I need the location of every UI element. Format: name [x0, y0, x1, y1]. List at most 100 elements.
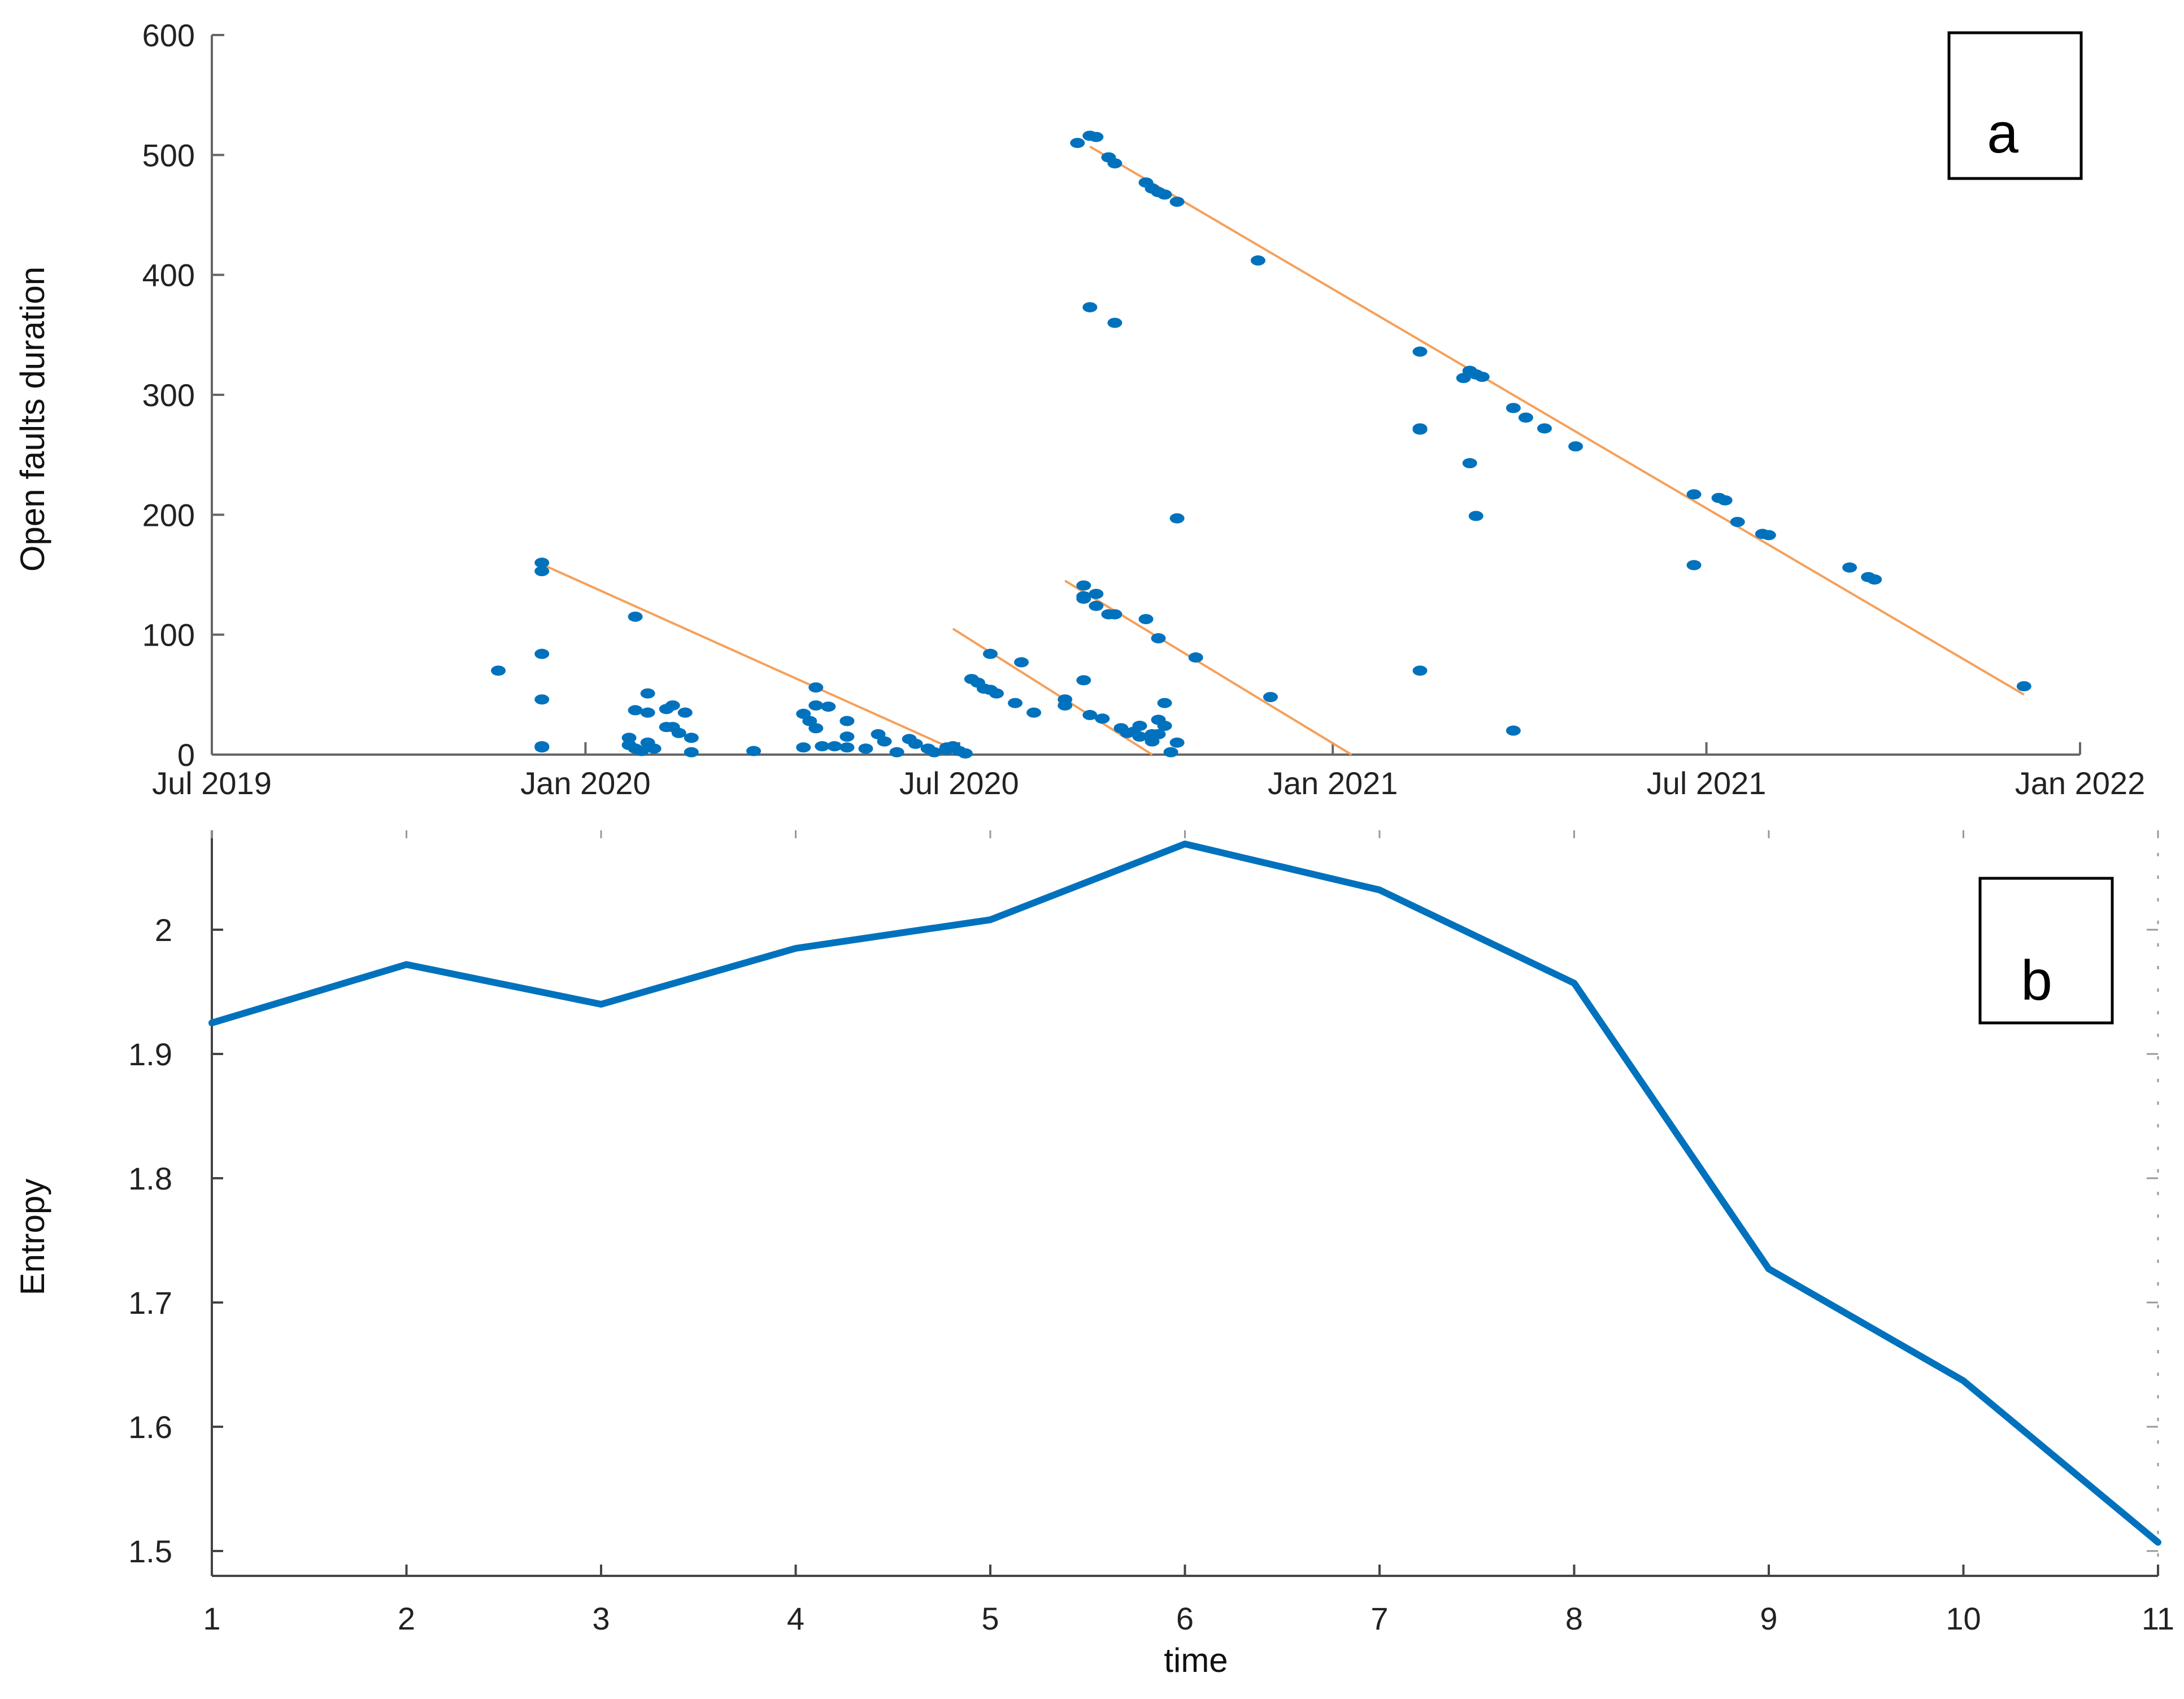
panel-a-point	[1082, 302, 1098, 312]
panel-a-y-axis-label: Open faults duration	[14, 267, 51, 572]
panel-a-point	[677, 707, 693, 718]
panel-a-point	[1686, 489, 1702, 500]
panel-b-ticks: 1.5 1.6 1.7 1.8 1.9 2 1 2 3 4 5 6 7 8 9 10 11	[128, 830, 2174, 1636]
panel-a-point	[684, 747, 699, 757]
panel-a-point	[671, 727, 686, 738]
panel-b-y-tick-label: 1.9	[128, 1036, 172, 1072]
panel-a-point	[640, 688, 655, 699]
panel-a-point	[621, 733, 637, 743]
panel-a-point	[1132, 731, 1147, 742]
panel-a-point	[1151, 633, 1166, 644]
panel-a-point	[1082, 709, 1098, 720]
panel-b-y-axis-label: Entropy	[14, 1179, 51, 1296]
panel-a-y-tick-label: 0	[177, 737, 195, 773]
panel-a-point	[1157, 721, 1172, 731]
panel-a-label: a	[1987, 102, 2018, 165]
panel-a-point	[634, 746, 649, 756]
panel-a-points	[491, 130, 2031, 759]
panel-a-point	[982, 648, 998, 659]
panel-b-line: 1.5 1.6 1.7 1.8 1.9 2 1 2 3 4 5 6 7 8 9 10 11 time Entro…	[14, 830, 2174, 1679]
panel-b-x-tick-label: 1	[203, 1601, 220, 1636]
panel-a-point	[1089, 589, 1104, 599]
panel-a-point	[534, 557, 550, 568]
panel-b-x-tick-label: 2	[398, 1601, 415, 1636]
panel-a-y-tick-label: 300	[142, 377, 195, 413]
panel-a-fit-line	[1089, 145, 2025, 696]
panel-b-x-tick-label: 9	[1760, 1601, 1777, 1636]
panel-a-point	[640, 707, 655, 718]
panel-b-y-tick-label: 2	[155, 912, 172, 948]
panel-a-point	[1717, 495, 1733, 506]
panel-a-point	[796, 742, 811, 753]
panel-a-point	[1506, 403, 1521, 413]
panel-b-x-tick-label: 11	[2142, 1601, 2174, 1636]
panel-a-point	[1014, 657, 1029, 668]
panel-b-label-box	[1978, 877, 2114, 1025]
panel-a-point	[808, 682, 824, 693]
panel-a-point	[1157, 698, 1172, 708]
panel-a-point	[746, 746, 762, 756]
panel-a-ticks: 0 100 200 300 400 500 600 Jul 2019 Jan 2020 Jul 2…	[142, 18, 2146, 801]
panel-b-y-tick-label: 1.7	[128, 1285, 172, 1321]
panel-a-point	[958, 748, 973, 759]
panel-a-point	[858, 743, 873, 754]
panel-a-point	[877, 736, 892, 747]
panel-a-scatter: 0 100 200 300 400 500 600 Jul 2019 Jan 2020 Jul 2…	[14, 18, 2145, 801]
panel-a-point	[1163, 747, 1178, 757]
panel-a-point	[1138, 614, 1154, 625]
panel-b-x-tick-label: 4	[787, 1601, 804, 1636]
panel-a-point	[1188, 652, 1203, 663]
panel-a-point	[1537, 423, 1552, 434]
panel-b-x-tick-label: 6	[1176, 1601, 1194, 1636]
panel-a-point	[808, 723, 824, 734]
panel-a-point	[1468, 511, 1483, 521]
panel-a-point	[1107, 609, 1123, 620]
panel-a-point	[1107, 158, 1123, 169]
panel-a-point	[1076, 675, 1091, 686]
panel-a-point	[1412, 665, 1428, 676]
panel-a-x-tick-label: Jul 2020	[899, 765, 1019, 801]
panel-a-point	[839, 742, 855, 753]
panel-a-point	[821, 702, 836, 712]
panel-a-label-box	[1947, 31, 2083, 180]
panel-a-point	[839, 716, 855, 726]
panel-a-point	[1867, 574, 1882, 585]
panel-a-point	[628, 611, 643, 622]
panel-a-y-tick-label: 100	[142, 617, 195, 653]
panel-a-point	[1076, 580, 1091, 591]
panel-a-point	[808, 700, 824, 711]
panel-a-x-tick-label: Jan 2022	[2015, 765, 2145, 801]
panel-a-fit-line	[535, 560, 966, 756]
panel-b-y-tick-label: 1.8	[128, 1161, 172, 1196]
panel-a-point	[1842, 562, 1857, 573]
panel-a-point	[534, 566, 550, 577]
panel-b-x-tick-label: 3	[592, 1601, 610, 1636]
panel-b-label: b	[2021, 949, 2052, 1012]
panel-a-point	[684, 733, 699, 743]
panel-b-x-tick-label: 7	[1371, 1601, 1388, 1636]
panel-a-point	[1518, 412, 1533, 423]
panel-a-fit-line	[952, 628, 1153, 756]
panel-a-point	[1076, 593, 1091, 604]
panel-a-point	[839, 731, 855, 742]
panel-a-point	[1095, 713, 1110, 724]
panel-a-point	[534, 648, 550, 659]
panel-a-point	[534, 694, 550, 705]
panel-a-point	[1263, 692, 1278, 703]
panel-a-point	[1026, 707, 1042, 718]
panel-a-x-tick-label: Jul 2019	[152, 765, 272, 801]
panel-a-point	[1107, 317, 1123, 328]
panel-b-x-tick-label: 10	[1946, 1601, 1981, 1636]
panel-a-point	[1089, 132, 1104, 142]
panel-b-y-tick-label: 1.5	[128, 1534, 172, 1569]
panel-a-point	[1761, 530, 1776, 541]
panel-a-point	[1462, 458, 1477, 469]
panel-a-point	[534, 742, 550, 753]
panel-a-point	[1506, 725, 1521, 736]
panel-a-point	[1474, 372, 1490, 382]
panel-a-point	[1070, 138, 1085, 149]
entropy-line	[208, 840, 2161, 1546]
panel-b-x-tick-label: 8	[1565, 1601, 1583, 1636]
